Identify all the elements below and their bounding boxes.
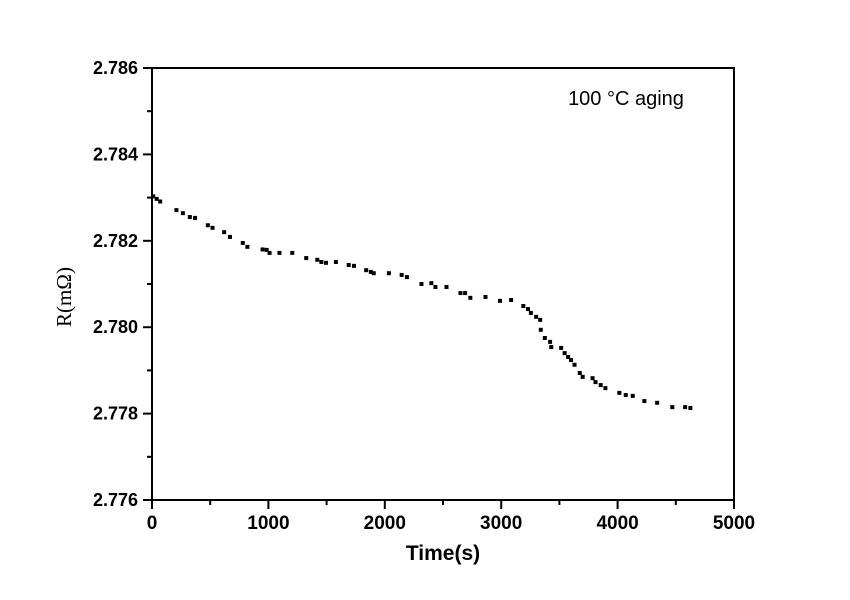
data-point bbox=[267, 250, 272, 255]
data-point bbox=[509, 297, 514, 302]
data-point bbox=[371, 271, 376, 276]
data-point bbox=[630, 393, 635, 398]
data-point bbox=[193, 215, 198, 220]
data-point bbox=[319, 259, 324, 264]
x-tick-label: 5000 bbox=[713, 513, 755, 534]
data-point bbox=[227, 234, 232, 239]
y-tick-label: 2.782 bbox=[93, 231, 138, 251]
data-point bbox=[386, 271, 391, 276]
data-point bbox=[572, 362, 577, 367]
plot-frame bbox=[151, 67, 735, 501]
data-point bbox=[468, 295, 473, 300]
data-point bbox=[642, 399, 647, 404]
data-point bbox=[498, 298, 503, 303]
data-point bbox=[404, 275, 409, 280]
data-point bbox=[458, 291, 463, 296]
data-point bbox=[351, 263, 356, 268]
data-point bbox=[670, 405, 675, 410]
data-point bbox=[549, 345, 554, 350]
data-point bbox=[210, 225, 215, 230]
data-point bbox=[245, 244, 250, 249]
data-point bbox=[205, 223, 210, 228]
data-point bbox=[525, 307, 530, 312]
data-point bbox=[580, 374, 585, 379]
data-point bbox=[683, 405, 688, 410]
data-point bbox=[368, 269, 373, 274]
data-point bbox=[655, 400, 660, 405]
data-point bbox=[598, 383, 603, 388]
y-tick-label: 2.784 bbox=[93, 144, 138, 164]
x-tick-label: 3000 bbox=[480, 513, 522, 534]
data-point bbox=[346, 262, 351, 267]
data-point bbox=[483, 294, 488, 299]
data-point bbox=[429, 281, 434, 286]
y-tick-label: 2.786 bbox=[93, 58, 138, 78]
data-point bbox=[151, 194, 156, 199]
data-point bbox=[222, 230, 227, 235]
data-point bbox=[290, 250, 295, 255]
data-point bbox=[548, 339, 553, 344]
data-point bbox=[264, 247, 269, 252]
x-tick-label: 4000 bbox=[596, 513, 638, 534]
x-axis-title: Time(s) bbox=[405, 542, 481, 565]
data-point bbox=[590, 376, 595, 381]
data-point bbox=[538, 327, 543, 332]
data-point bbox=[324, 260, 329, 265]
data-point bbox=[688, 405, 693, 410]
y-tick-label: 2.776 bbox=[93, 490, 138, 510]
data-point bbox=[444, 285, 449, 290]
annotation-label: 100 °C aging bbox=[568, 88, 684, 110]
data-point bbox=[315, 257, 320, 262]
data-point bbox=[463, 291, 468, 296]
data-point bbox=[566, 355, 571, 360]
y-tick-label: 2.780 bbox=[93, 317, 138, 337]
y-tick-label: 2.778 bbox=[93, 404, 138, 424]
data-point bbox=[399, 272, 404, 277]
data-point bbox=[187, 215, 192, 220]
data-point bbox=[538, 317, 543, 322]
data-point bbox=[174, 208, 179, 213]
data-point bbox=[277, 250, 282, 255]
data-point bbox=[333, 259, 338, 264]
data-point bbox=[158, 199, 163, 204]
data-point bbox=[542, 336, 547, 340]
x-tick-label: 2000 bbox=[364, 513, 406, 534]
data-point bbox=[534, 314, 539, 319]
data-point bbox=[240, 240, 245, 245]
data-point bbox=[559, 345, 564, 350]
x-tick-label: 1000 bbox=[247, 513, 289, 534]
x-tick-label: 0 bbox=[147, 513, 158, 534]
data-point bbox=[577, 370, 582, 375]
data-point bbox=[364, 268, 369, 273]
data-point bbox=[617, 390, 622, 395]
data-point bbox=[528, 310, 533, 315]
data-point bbox=[433, 285, 438, 290]
data-point bbox=[623, 393, 628, 398]
data-point bbox=[562, 351, 567, 356]
y-axis-title: R(mΩ) bbox=[52, 267, 76, 327]
data-point bbox=[154, 196, 159, 201]
data-point bbox=[569, 358, 574, 363]
data-point bbox=[180, 211, 185, 216]
data-point bbox=[521, 304, 526, 309]
data-point bbox=[593, 380, 598, 385]
data-point bbox=[419, 282, 424, 286]
data-point bbox=[304, 256, 309, 261]
data-point bbox=[260, 247, 265, 252]
data-point bbox=[603, 386, 608, 391]
